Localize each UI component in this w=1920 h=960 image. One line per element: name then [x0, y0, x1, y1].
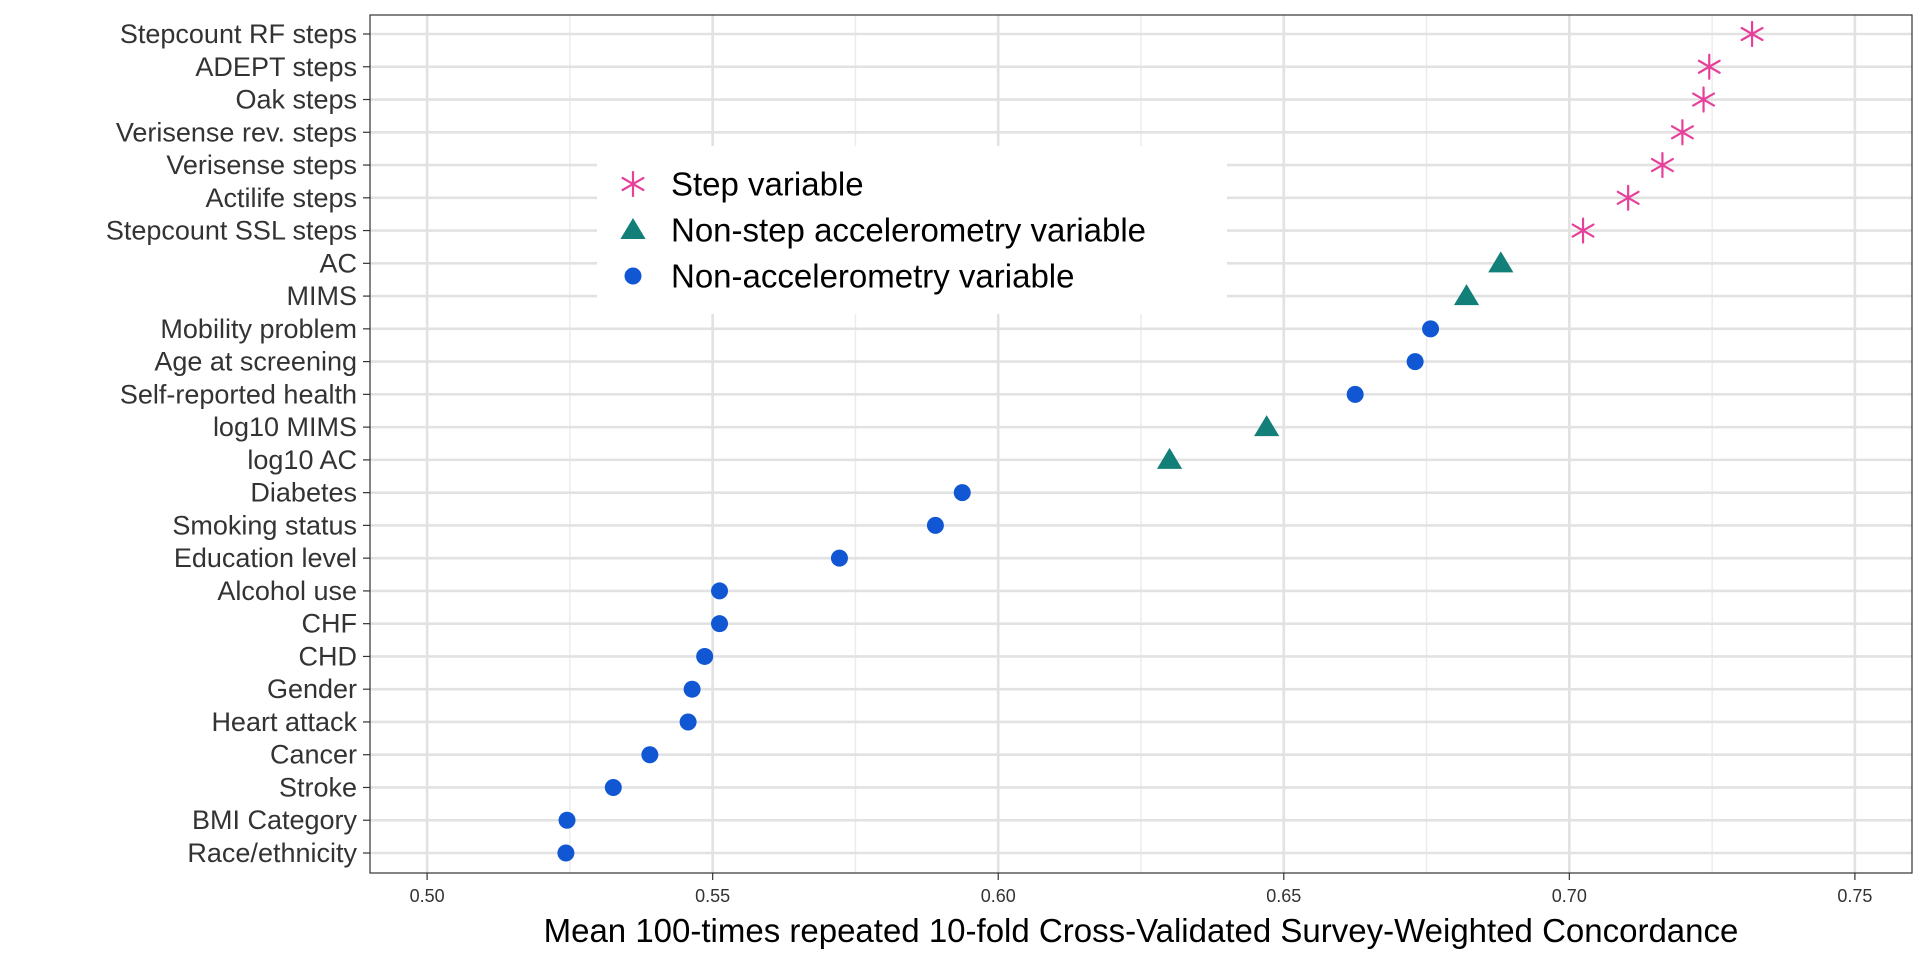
- y-tick-label: Gender: [267, 674, 357, 704]
- y-tick-label: Oak steps: [235, 85, 357, 115]
- y-tick-label: BMI Category: [192, 805, 358, 835]
- data-point: [1156, 447, 1183, 469]
- data-point: [711, 582, 729, 600]
- data-point: [604, 778, 622, 796]
- y-tick-label: Race/ethnicity: [187, 838, 357, 868]
- data-point: [1488, 251, 1514, 273]
- data-point: [830, 549, 848, 567]
- data-point: [1740, 20, 1764, 48]
- x-axis-label: Mean 100-times repeated 10-fold Cross-Va…: [544, 912, 1739, 949]
- y-tick-label: CHD: [299, 641, 358, 671]
- data-point: [926, 516, 944, 534]
- y-tick-label: log10 MIMS: [213, 412, 357, 442]
- y-tick-label: Education level: [174, 543, 357, 573]
- legend-key: [621, 170, 645, 198]
- y-tick-label: Stepcount RF steps: [120, 19, 357, 49]
- legend-key: [620, 218, 646, 239]
- y-tick-label: Cancer: [270, 740, 357, 770]
- y-tick-label: Self-reported health: [120, 379, 357, 409]
- data-point: [1422, 320, 1440, 338]
- y-tick-label: AC: [319, 248, 357, 278]
- data-point: [1571, 217, 1595, 244]
- data-point: [1406, 353, 1424, 371]
- legend-label: Non-step accelerometry variable: [671, 212, 1146, 249]
- y-tick-label: log10 AC: [247, 445, 357, 475]
- x-tick-label: 0.60: [981, 886, 1016, 906]
- data-point: [558, 811, 576, 829]
- data-point: [1616, 184, 1640, 211]
- plot-panel-border: [369, 14, 1913, 874]
- data-point: [1670, 119, 1694, 146]
- y-tick-label: Age at screening: [154, 347, 357, 377]
- data-points: [557, 20, 1764, 862]
- legend-label: Non-accelerometry variable: [671, 258, 1075, 295]
- y-tick-label: Verisense rev. steps: [116, 117, 357, 147]
- data-point: [1254, 415, 1280, 437]
- data-point: [1453, 284, 1480, 306]
- y-tick-label: Verisense steps: [166, 150, 357, 180]
- grid: [370, 15, 1912, 873]
- data-point: [641, 746, 659, 764]
- x-tick-label: 0.70: [1552, 886, 1587, 906]
- legend-key: [624, 267, 642, 285]
- y-tick-label: Stepcount SSL steps: [106, 216, 357, 246]
- data-point: [1650, 151, 1674, 179]
- legend-label: Step variable: [671, 166, 864, 203]
- data-point: [953, 484, 971, 502]
- y-tick-label: Diabetes: [250, 478, 357, 508]
- legend: Step variable Non-step accelerometry vari…: [597, 146, 1227, 314]
- y-tick-label: Actilife steps: [205, 183, 357, 213]
- data-point: [696, 647, 714, 665]
- x-tick-label: 0.50: [410, 886, 445, 906]
- y-tick-label: Mobility problem: [160, 314, 357, 344]
- y-tick-label: ADEPT steps: [195, 52, 357, 82]
- x-tick-label: 0.55: [695, 886, 730, 906]
- data-point: [557, 844, 575, 862]
- y-tick-label: MIMS: [287, 281, 358, 311]
- x-tick-label: 0.75: [1837, 886, 1872, 906]
- data-point: [679, 713, 697, 731]
- y-tick-label: CHF: [302, 609, 358, 639]
- data-point: [683, 680, 701, 698]
- data-point: [1346, 385, 1364, 403]
- data-point: [711, 615, 729, 633]
- y-tick-label: Smoking status: [172, 510, 357, 540]
- y-tick-label: Heart attack: [211, 707, 357, 737]
- x-tick-label: 0.65: [1266, 886, 1301, 906]
- x-axis-ticks: 0.50 0.55 0.60 0.65 0.70 0.75: [410, 873, 1872, 906]
- y-tick-label: Alcohol use: [217, 576, 357, 606]
- y-tick-label: Stroke: [279, 772, 357, 802]
- data-point: [1692, 86, 1716, 113]
- data-point: [1697, 53, 1721, 80]
- legend-background: [597, 146, 1227, 314]
